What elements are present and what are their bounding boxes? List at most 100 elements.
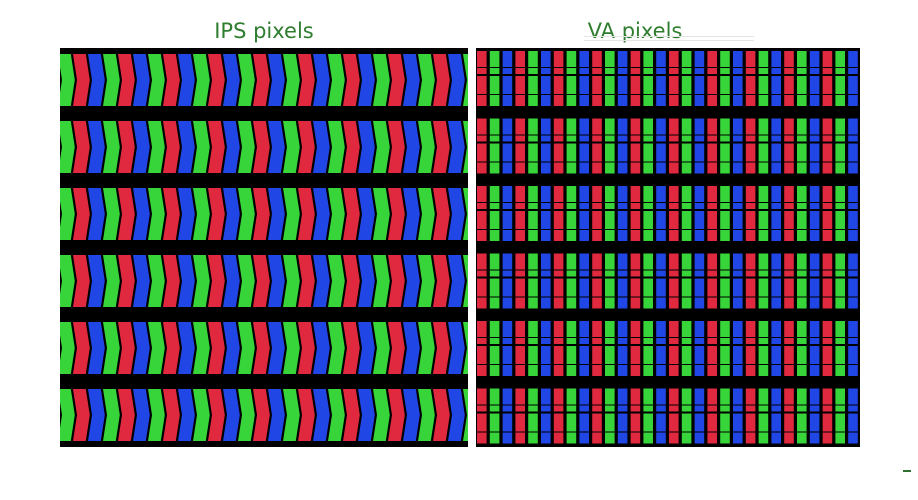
- va-subpixel-green: [528, 253, 538, 270]
- va-subpixel-red: [515, 211, 525, 229]
- ips-subpixel-blue: [313, 389, 330, 441]
- va-subpixel-green: [835, 270, 845, 277]
- va-subpixel-blue: [771, 432, 781, 444]
- va-subpixel-red: [669, 253, 679, 270]
- va-subpixel-green: [489, 365, 500, 376]
- va-subpixel-red: [669, 346, 679, 364]
- ips-subpixel-blue: [178, 255, 195, 307]
- ips-subpixel-red: [298, 322, 315, 374]
- va-subpixel-green: [720, 346, 730, 364]
- va-subpixel-red: [553, 118, 564, 135]
- va-subpixel-red: [784, 278, 794, 297]
- va-subpixel-red: [553, 203, 564, 209]
- va-subpixel-red: [630, 321, 641, 337]
- va-subpixel-green: [681, 51, 692, 67]
- ips-subpixel-blue: [448, 389, 465, 441]
- ips-subpixel-red: [433, 389, 450, 441]
- va-subpixel-green: [528, 76, 538, 94]
- va-subpixel-blue: [733, 135, 743, 142]
- va-subpixel-blue: [848, 297, 858, 309]
- va-subpixel-red: [630, 278, 641, 297]
- va-subpixel-blue: [771, 413, 781, 432]
- ips-subpixel-green: [60, 54, 75, 106]
- va-subpixel-blue: [617, 321, 628, 337]
- ips-subpixel-blue: [88, 322, 105, 374]
- ips-subpixel-blue: [223, 188, 240, 240]
- va-subpixel-green: [489, 51, 500, 67]
- va-subpixel-blue: [694, 186, 705, 202]
- va-subpixel-blue: [656, 162, 666, 174]
- va-subpixel-green: [528, 270, 538, 277]
- va-subpixel-blue: [771, 278, 781, 297]
- va-subpixel-green: [681, 338, 692, 344]
- va-subpixel-blue: [694, 413, 705, 432]
- ips-subpixel-green: [193, 389, 210, 441]
- ips-subpixel-green: [148, 121, 165, 173]
- va-subpixel-green: [797, 76, 807, 94]
- va-subpixel-blue: [541, 76, 551, 94]
- va-subpixel-blue: [617, 186, 628, 202]
- va-subpixel-green: [605, 118, 615, 135]
- va-subpixel-red: [592, 338, 602, 344]
- ips-subpixel-red: [298, 255, 315, 307]
- ips-subpixel-red: [433, 121, 450, 173]
- va-subpixel-green: [605, 297, 615, 309]
- va-subpixel-blue: [502, 270, 513, 277]
- va-subpixel-blue: [502, 162, 513, 174]
- ips-subpixel-red: [433, 255, 450, 307]
- va-subpixel-green: [835, 68, 845, 74]
- ips-subpixel-red: [118, 188, 135, 240]
- va-subpixel-blue: [502, 143, 513, 162]
- va-subpixel-red: [669, 388, 679, 405]
- va-subpixel-blue: [733, 162, 743, 174]
- va-subpixel-blue: [848, 253, 858, 270]
- va-subpixel-green: [758, 346, 769, 364]
- va-subpixel-green: [605, 405, 615, 412]
- va-subpixel-red: [630, 346, 641, 364]
- va-subpixel-blue: [694, 230, 705, 241]
- va-subpixel-red: [592, 346, 602, 364]
- va-subpixel-green: [720, 76, 730, 94]
- va-subpixel-red: [630, 365, 641, 376]
- va-subpixel-green: [643, 211, 653, 229]
- va-subpixel-blue: [579, 203, 589, 209]
- ips-subpixel-green: [373, 121, 390, 173]
- title-underline-rule: [584, 36, 754, 37]
- va-subpixel-red: [784, 388, 794, 405]
- va-subpixel-blue: [656, 76, 666, 94]
- va-subpixel-green: [681, 162, 692, 174]
- ips-subpixel-green: [283, 255, 300, 307]
- ips-subpixel-red: [163, 54, 180, 106]
- va-subpixel-red: [745, 278, 756, 297]
- va-pixels-title: VA pixels: [587, 19, 683, 43]
- va-subpixel-red: [784, 95, 794, 106]
- va-subpixel-green: [835, 203, 845, 209]
- va-subpixel-green: [681, 388, 692, 405]
- va-subpixel-blue: [541, 413, 551, 432]
- va-subpixel-red: [477, 186, 487, 202]
- ips-subpixel-green: [373, 255, 390, 307]
- va-subpixel-blue: [848, 135, 858, 142]
- ips-subpixel-green: [238, 54, 255, 106]
- va-subpixel-green: [720, 203, 730, 209]
- va-subpixel-blue: [848, 68, 858, 74]
- ips-subpixel-blue: [358, 188, 375, 240]
- va-subpixel-green: [758, 338, 769, 344]
- va-subpixel-green: [797, 365, 807, 376]
- va-subpixel-red: [669, 118, 679, 135]
- va-subpixel-red: [592, 365, 602, 376]
- va-subpixel-blue: [733, 76, 743, 94]
- va-subpixel-blue: [579, 68, 589, 74]
- va-subpixel-green: [835, 76, 845, 94]
- va-subpixel-blue: [541, 297, 551, 309]
- va-subpixel-blue: [771, 76, 781, 94]
- va-subpixel-green: [681, 135, 692, 142]
- va-subpixel-blue: [502, 135, 513, 142]
- ips-subpixel-green: [103, 121, 120, 173]
- va-subpixel-green: [489, 68, 500, 74]
- va-subpixel-red: [784, 338, 794, 344]
- va-subpixel-green: [605, 203, 615, 209]
- ips-subpixel-blue: [133, 255, 150, 307]
- va-subpixel-green: [489, 203, 500, 209]
- va-subpixel-green: [489, 346, 500, 364]
